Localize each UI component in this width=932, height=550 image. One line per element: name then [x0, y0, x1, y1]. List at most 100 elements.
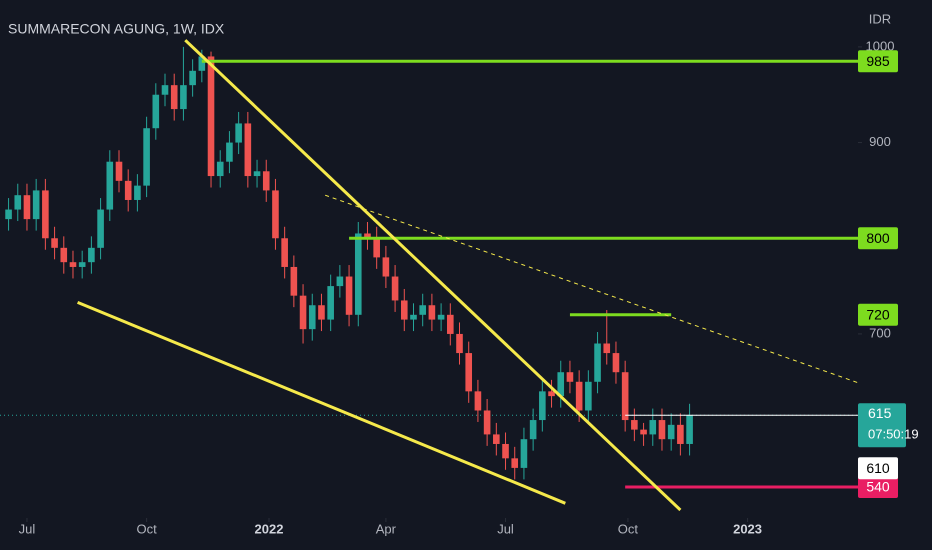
candle-body	[244, 123, 252, 177]
y-tick-label: 900	[869, 134, 891, 149]
candle-body	[235, 123, 242, 143]
candle-body	[152, 94, 160, 129]
candle-body	[170, 85, 178, 110]
candle-body	[124, 180, 132, 200]
candle-body	[658, 420, 666, 440]
candle-body	[290, 266, 298, 296]
candle-body	[180, 85, 187, 110]
candle-body	[115, 161, 123, 181]
candle-body	[649, 420, 657, 435]
candle-body	[299, 295, 307, 330]
candle-body	[465, 353, 473, 392]
candle-body	[318, 305, 325, 320]
x-tick-label: Oct	[618, 521, 639, 536]
candle-body	[621, 372, 629, 421]
trendline	[184, 39, 682, 512]
candle-body	[134, 185, 141, 200]
candle-body	[539, 391, 546, 421]
currency-label: IDR	[869, 11, 891, 26]
candle-body	[631, 420, 638, 430]
candle-body	[566, 372, 574, 382]
trendline	[324, 194, 859, 384]
candle-body	[32, 190, 40, 220]
candle-body	[354, 233, 362, 315]
candle-body	[493, 434, 500, 444]
candle-body	[106, 161, 114, 210]
candle-body	[456, 333, 463, 354]
candle-body	[345, 276, 353, 315]
candle-body	[14, 195, 22, 210]
level-label-box	[858, 303, 898, 326]
y-tick-label: 700	[869, 325, 891, 340]
candle-body	[42, 190, 49, 239]
candle-body	[226, 142, 233, 162]
candle-body	[308, 305, 316, 330]
candle-body	[585, 381, 592, 411]
candle-body	[640, 429, 647, 435]
trendline	[77, 300, 566, 505]
candle-body	[161, 85, 169, 95]
candle-body	[60, 247, 68, 263]
candle-body	[548, 391, 555, 397]
candle-body	[51, 238, 58, 248]
candle-body	[207, 56, 215, 177]
candle-body	[575, 381, 583, 411]
candle-body	[483, 410, 491, 435]
candle-body	[419, 305, 426, 315]
level-label-box	[858, 50, 898, 73]
last-price-label: 615	[868, 405, 892, 421]
candle-body	[612, 353, 620, 373]
candle-body	[281, 238, 288, 267]
candle-body	[677, 424, 684, 444]
x-tick-label: Oct	[136, 521, 157, 536]
candle-body	[5, 209, 12, 220]
candle-body	[557, 372, 565, 397]
candle-body	[69, 262, 77, 267]
candle-body	[382, 257, 390, 277]
level-label: 800	[866, 230, 890, 246]
candle-body	[594, 343, 601, 382]
candle-body	[667, 424, 675, 440]
candle-body	[216, 161, 224, 177]
candle-body	[189, 70, 196, 86]
candle-body	[336, 276, 344, 287]
candle-body	[529, 420, 537, 440]
y-tick-label: 1000	[866, 38, 895, 53]
x-tick-label: 2022	[255, 521, 284, 536]
level-label: 540	[866, 479, 890, 495]
candle-body	[272, 190, 279, 239]
candle-body	[391, 276, 399, 301]
candle-body	[474, 391, 482, 411]
candle-body	[327, 286, 334, 320]
plot-area	[0, 39, 859, 512]
candle-body	[97, 209, 104, 248]
candle-body	[400, 300, 408, 320]
level-label-box	[858, 476, 898, 499]
level-label-box	[858, 227, 898, 250]
candle-body	[373, 238, 380, 258]
prev-close-box	[858, 457, 898, 480]
candle-body	[88, 247, 95, 263]
candle-body	[78, 262, 86, 267]
candle-body	[447, 314, 454, 334]
candle-body	[262, 171, 270, 191]
candle-body	[428, 305, 436, 320]
candle-body	[511, 458, 519, 468]
candle-body	[198, 56, 206, 71]
candle-body	[502, 443, 509, 459]
candle-body	[520, 439, 528, 468]
candle-body	[23, 195, 31, 220]
candle-body	[143, 128, 150, 186]
candle-body	[410, 314, 417, 320]
x-tick-label: Jul	[19, 521, 36, 536]
candle-body	[364, 233, 371, 239]
x-tick-label: Apr	[376, 521, 397, 536]
last-price-box	[858, 403, 906, 448]
x-tick-label: 2023	[733, 521, 762, 536]
candle-body	[253, 171, 261, 177]
chart-title: SUMMARECON AGUNG, 1W, IDX	[8, 21, 225, 37]
candle-body	[686, 415, 693, 444]
